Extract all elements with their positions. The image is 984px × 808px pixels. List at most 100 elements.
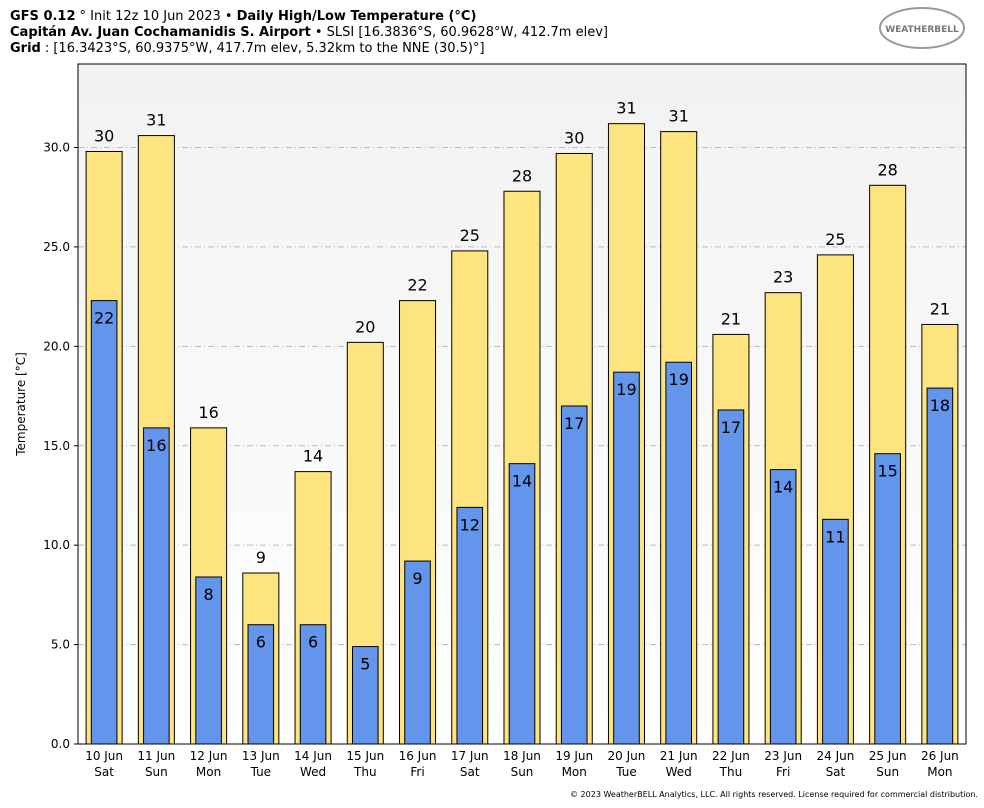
data-label: 20 <box>355 317 375 336</box>
data-label: 30 <box>94 126 114 145</box>
data-label: 17 <box>721 418 741 437</box>
x-tick-sublabel: Sat <box>460 765 480 779</box>
logo: WEATHERBELL <box>885 25 959 35</box>
data-label: 22 <box>407 276 427 295</box>
header-bold: GFS 0.12 <box>10 9 76 24</box>
x-tick-sublabel: Tue <box>615 765 637 779</box>
x-tick-sublabel: Fri <box>410 765 424 779</box>
data-label: 14 <box>773 478 793 497</box>
data-label: 17 <box>564 414 584 433</box>
data-label: 31 <box>669 107 689 126</box>
x-tick-label: 26 Jun <box>921 749 959 763</box>
low-bar <box>90 300 118 745</box>
low-bar <box>613 371 640 745</box>
data-label: 23 <box>773 268 793 287</box>
logo-ring <box>879 7 965 49</box>
y-tick-label: 5.0 <box>51 638 70 652</box>
low-bar <box>143 427 170 745</box>
data-label: 25 <box>460 226 480 245</box>
low-bar <box>717 409 745 745</box>
x-tick-label: 22 Jun <box>712 749 750 763</box>
low-bar <box>404 560 431 745</box>
header-bold: Capitán Av. Juan Cochamanidis S. Airport <box>10 25 311 40</box>
x-tick-sublabel: Sat <box>826 765 846 779</box>
data-label: 18 <box>930 396 950 415</box>
header-text: : [16.3423°S, 60.9375°W, 417.7m elev, 5.… <box>45 41 485 56</box>
y-tick-label: 20.0 <box>43 339 70 353</box>
x-tick-label: 20 Jun <box>608 749 646 763</box>
x-tick-label: 13 Jun <box>242 749 280 763</box>
header-line: Capitán Av. Juan Cochamanidis S. Airport… <box>10 25 608 40</box>
data-label: 28 <box>877 160 897 179</box>
data-label: 19 <box>616 380 636 399</box>
low-bar <box>299 624 327 745</box>
data-label: 6 <box>256 633 266 652</box>
x-tick-label: 21 Jun <box>660 749 698 763</box>
header-bold: Daily High/Low Temperature (°C) <box>237 9 477 24</box>
low-bar <box>456 506 484 745</box>
x-tick-label: 19 Jun <box>555 749 593 763</box>
header-line: Grid : [16.3423°S, 60.9375°W, 417.7m elev… <box>10 41 485 56</box>
x-tick-label: 17 Jun <box>451 749 489 763</box>
x-tick-sublabel: Tue <box>250 765 272 779</box>
x-tick-sublabel: Mon <box>196 765 221 779</box>
y-tick-label: 15.0 <box>43 439 70 453</box>
x-tick-label: 25 Jun <box>869 749 907 763</box>
data-label: 19 <box>669 370 689 389</box>
x-tick-sublabel: Sun <box>876 765 899 779</box>
header-text: ° Init 12z 10 Jun 2023 • <box>80 9 233 24</box>
low-bar <box>560 405 588 745</box>
x-tick-sublabel: Thu <box>719 765 743 779</box>
header-bold: Grid <box>10 41 41 56</box>
copyright: © 2023 WeatherBELL Analytics, LLC. All r… <box>570 790 978 799</box>
x-tick-label: 18 Jun <box>503 749 541 763</box>
header-line: GFS 0.12 ° Init 12z 10 Jun 2023 • Daily Hi… <box>10 9 476 24</box>
x-tick-sublabel: Sat <box>94 765 114 779</box>
data-label: 22 <box>94 309 114 328</box>
x-tick-label: 14 Jun <box>294 749 332 763</box>
data-label: 5 <box>360 655 370 674</box>
y-tick-label: 0.0 <box>51 737 70 751</box>
low-bar <box>874 453 901 745</box>
x-tick-label: 16 Jun <box>399 749 437 763</box>
x-tick-sublabel: Wed <box>300 765 326 779</box>
x-tick-label: 15 Jun <box>346 749 384 763</box>
x-tick-sublabel: Wed <box>666 765 692 779</box>
data-label: 16 <box>146 436 166 455</box>
y-axis-label: Temperature [°C] <box>14 352 28 457</box>
low-bar <box>195 576 222 745</box>
low-bar <box>769 469 797 745</box>
data-label: 14 <box>303 447 323 466</box>
low-bar <box>926 387 954 745</box>
low-bar <box>351 646 379 745</box>
x-tick-sublabel: Mon <box>927 765 952 779</box>
data-label: 14 <box>512 472 532 491</box>
low-bar <box>508 463 536 745</box>
y-tick-label: 10.0 <box>43 538 70 552</box>
data-label: 16 <box>198 403 218 422</box>
x-tick-sublabel: Sun <box>145 765 168 779</box>
x-tick-label: 10 Jun <box>85 749 123 763</box>
data-label: 28 <box>512 166 532 185</box>
data-label: 9 <box>412 569 422 588</box>
data-label: 11 <box>825 527 845 546</box>
x-tick-label: 11 Jun <box>137 749 175 763</box>
data-label: 8 <box>203 585 213 604</box>
x-tick-sublabel: Fri <box>776 765 790 779</box>
data-label: 9 <box>256 548 266 567</box>
x-tick-sublabel: Sun <box>511 765 534 779</box>
x-tick-sublabel: Mon <box>562 765 587 779</box>
x-tick-label: 24 Jun <box>816 749 854 763</box>
low-bar <box>665 361 693 745</box>
x-tick-label: 23 Jun <box>764 749 802 763</box>
low-bar <box>247 624 275 745</box>
data-label: 30 <box>564 128 584 147</box>
data-label: 6 <box>308 633 318 652</box>
data-label: 31 <box>146 111 166 130</box>
data-label: 31 <box>616 99 636 118</box>
data-label: 21 <box>930 299 950 318</box>
data-label: 21 <box>721 309 741 328</box>
y-tick-label: 25.0 <box>43 240 70 254</box>
data-label: 15 <box>877 462 897 481</box>
y-tick-label: 30.0 <box>43 141 70 155</box>
